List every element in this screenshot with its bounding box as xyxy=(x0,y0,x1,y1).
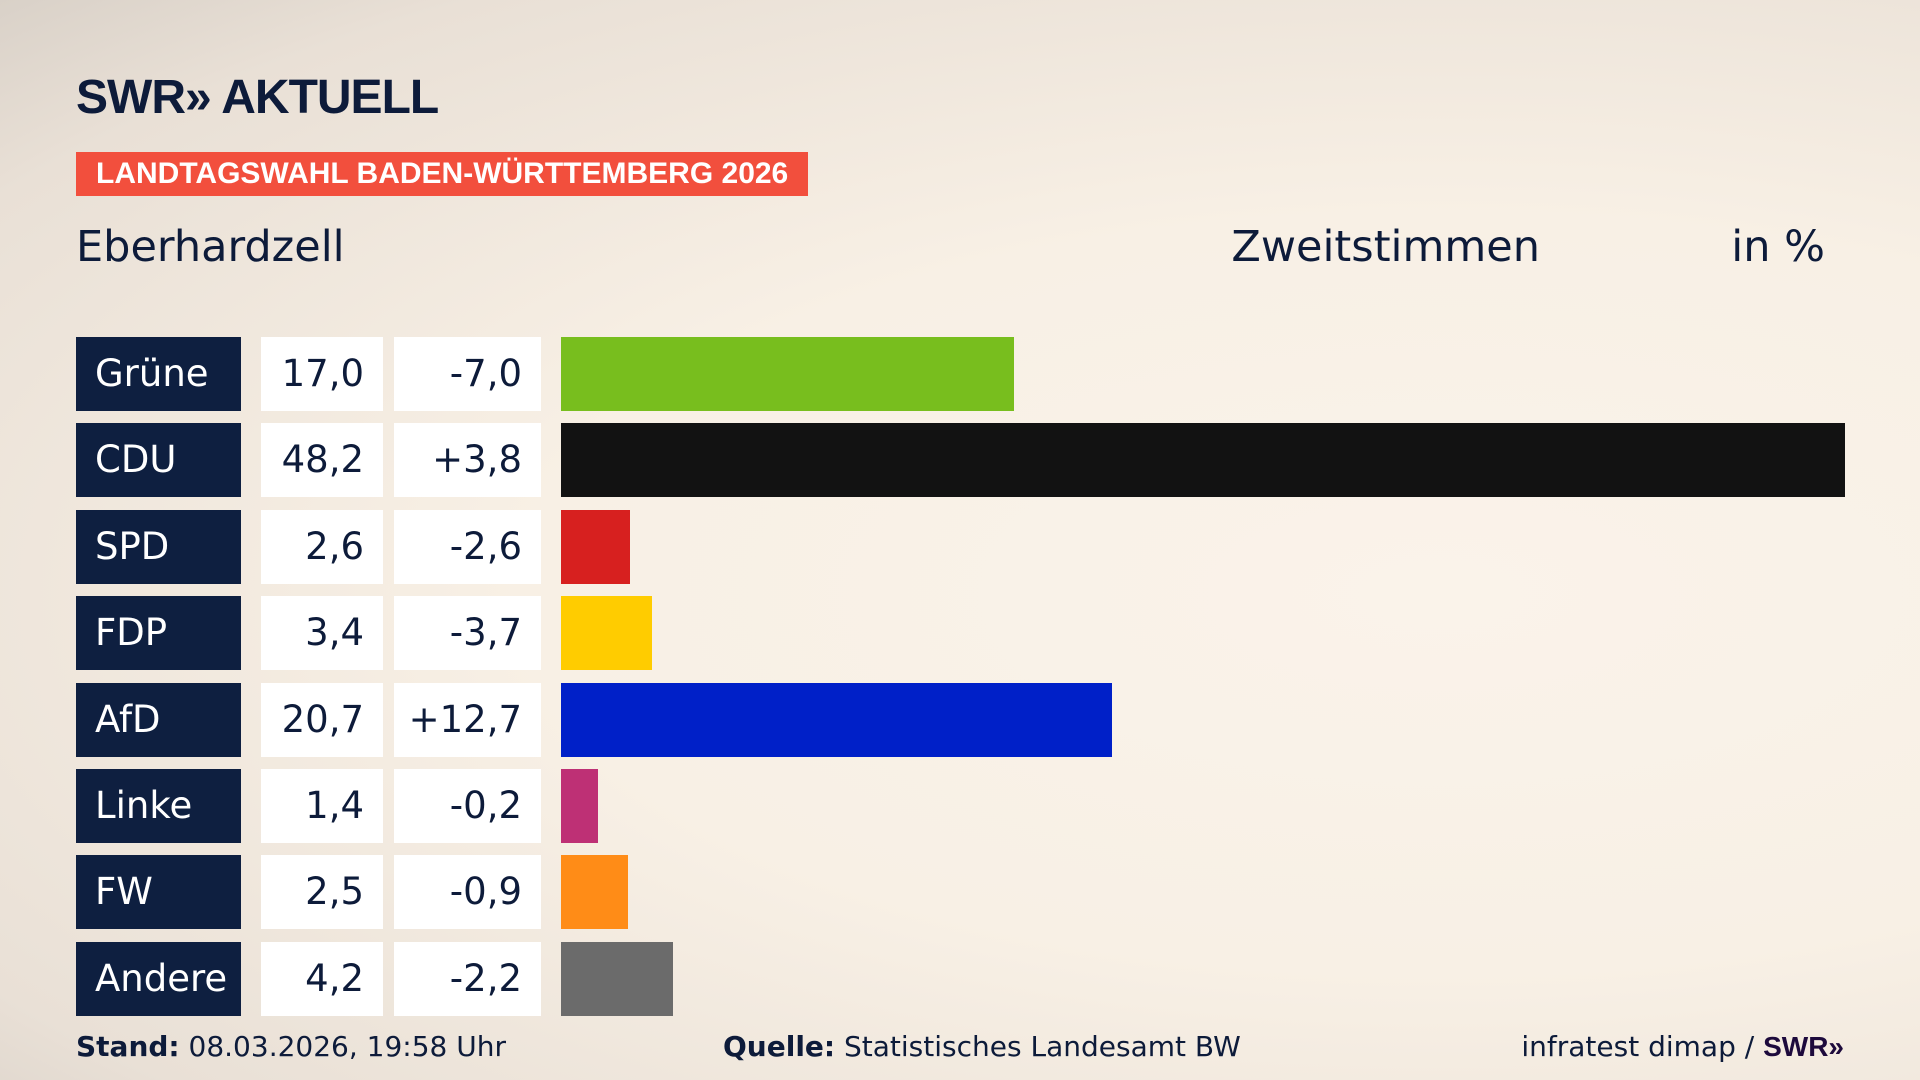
stand-label: Stand: xyxy=(76,1030,180,1063)
swr-aktuell-logo: SWR» AKTUELL xyxy=(76,71,439,124)
value-label: 3,4 xyxy=(261,596,383,671)
bar xyxy=(561,769,599,843)
change-label: +3,8 xyxy=(394,423,541,498)
credit-text: infratest dimap / xyxy=(1521,1030,1764,1063)
bar xyxy=(561,596,652,671)
bar-row: Grüne 17,0 -7,0 xyxy=(76,337,1876,411)
bar xyxy=(561,941,673,1016)
value-label: 2,5 xyxy=(261,855,383,930)
place-title: Eberhardzell xyxy=(76,222,345,272)
change-label: +12,7 xyxy=(394,682,541,757)
measure-label: Zweitstimmen xyxy=(1231,222,1540,272)
change-label: -2,6 xyxy=(394,509,541,584)
party-label: FW xyxy=(76,855,241,930)
party-label: CDU xyxy=(76,423,241,498)
timestamp: Stand: 08.03.2026, 19:58 Uhr xyxy=(76,1030,506,1063)
bar xyxy=(561,509,631,584)
value-label: 17,0 xyxy=(261,337,383,411)
unit-label: in % xyxy=(1731,222,1825,272)
value-label: 1,4 xyxy=(261,769,383,843)
credit: infratest dimap / SWR» xyxy=(1521,1030,1844,1063)
bar xyxy=(561,337,1014,411)
value-label: 2,6 xyxy=(261,509,383,584)
bar-row: Andere 4,2 -2,2 xyxy=(76,941,1876,1016)
bar xyxy=(561,682,1113,757)
source: Quelle: Statistisches Landesamt BW xyxy=(723,1030,1241,1063)
bar-row: FW 2,5 -0,9 xyxy=(76,855,1876,930)
value-label: 20,7 xyxy=(261,682,383,757)
bar-row: CDU 48,2 +3,8 xyxy=(76,423,1876,498)
stand-value: 08.03.2026, 19:58 Uhr xyxy=(188,1030,506,1063)
value-label: 4,2 xyxy=(261,941,383,1016)
party-label: Grüne xyxy=(76,337,241,411)
change-label: -3,7 xyxy=(394,596,541,671)
change-label: -2,2 xyxy=(394,941,541,1016)
bar xyxy=(561,423,1845,498)
change-label: -0,2 xyxy=(394,769,541,843)
party-label: Andere xyxy=(76,941,241,1016)
party-label: AfD xyxy=(76,682,241,757)
change-label: -0,9 xyxy=(394,855,541,930)
bar-row: SPD 2,6 -2,6 xyxy=(76,509,1876,584)
swr-logo: SWR» xyxy=(1763,1031,1844,1062)
bar-row: FDP 3,4 -3,7 xyxy=(76,596,1876,671)
value-label: 48,2 xyxy=(261,423,383,498)
change-label: -7,0 xyxy=(394,337,541,411)
source-label: Quelle: xyxy=(723,1030,836,1063)
party-label: FDP xyxy=(76,596,241,671)
bar-row: AfD 20,7 +12,7 xyxy=(76,682,1876,757)
party-label: SPD xyxy=(76,509,241,584)
bar-row: Linke 1,4 -0,2 xyxy=(76,769,1876,843)
party-label: Linke xyxy=(76,769,241,843)
bar xyxy=(561,855,628,930)
election-banner: LANDTAGSWAHL BADEN-WÜRTTEMBERG 2026 xyxy=(76,152,809,196)
source-value: Statistisches Landesamt BW xyxy=(844,1030,1241,1063)
